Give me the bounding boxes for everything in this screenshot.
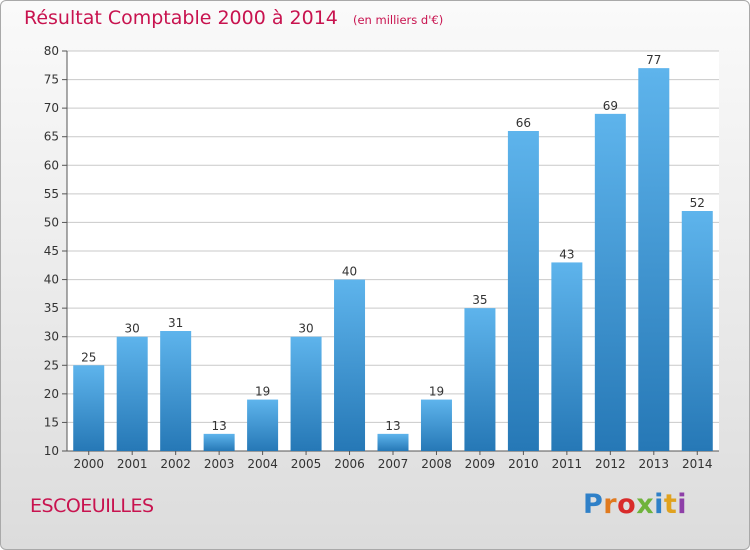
y-tick-label: 75: [44, 73, 59, 87]
y-tick-label: 15: [44, 415, 59, 429]
bar-2006: [334, 279, 366, 451]
commune-name: ESCOEUILLES: [30, 495, 154, 517]
data-label-2011: 43: [559, 247, 574, 261]
data-label-2005: 30: [298, 322, 313, 336]
y-tick-label: 45: [44, 244, 59, 258]
y-tick-label: 35: [44, 301, 59, 315]
x-tick-label-2010: 2010: [508, 457, 539, 471]
proxiti-logo: Proxiti: [583, 489, 687, 520]
chart-title: Résultat Comptable 2000 à 2014: [24, 7, 338, 29]
logo-letter: o: [617, 489, 637, 520]
logo-letter: P: [583, 489, 604, 520]
x-tick-label-2007: 2007: [378, 457, 409, 471]
logo-letter: r: [603, 489, 618, 520]
x-tick-label-2001: 2001: [117, 457, 148, 471]
bar-2012: [594, 113, 626, 451]
bar-2008: [420, 399, 452, 451]
bar-2013: [638, 68, 670, 452]
chart-subtitle: (en milliers d'€): [352, 13, 444, 27]
x-tick-label-2002: 2002: [160, 457, 191, 471]
x-tick-label-2000: 2000: [73, 457, 104, 471]
logo-letter: t: [663, 489, 678, 520]
x-tick-label-2003: 2003: [204, 457, 235, 471]
x-tick-label-2004: 2004: [247, 457, 278, 471]
y-tick-label: 70: [44, 101, 59, 115]
data-label-2004: 19: [255, 385, 270, 399]
data-label-2006: 40: [342, 265, 357, 279]
x-tick-label-2005: 2005: [291, 457, 322, 471]
bar-2001: [116, 336, 148, 451]
x-tick-label-2014: 2014: [682, 457, 713, 471]
title-row: Résultat Comptable 2000 à 2014 (en milli…: [24, 7, 443, 29]
data-label-2003: 13: [211, 419, 226, 433]
y-tick-label: 30: [44, 330, 59, 344]
data-label-2012: 69: [603, 99, 618, 113]
y-tick-label: 80: [44, 44, 59, 58]
data-label-2002: 31: [168, 316, 183, 330]
data-label-2010: 66: [516, 116, 531, 130]
data-label-2014: 52: [690, 196, 705, 210]
x-tick-label-2013: 2013: [639, 457, 670, 471]
bar-2014: [681, 211, 713, 451]
data-label-2001: 30: [125, 322, 140, 336]
data-label-2000: 25: [81, 350, 96, 364]
x-tick-label-2008: 2008: [421, 457, 452, 471]
logo-letter: x: [636, 489, 655, 520]
y-tick-label: 55: [44, 187, 59, 201]
y-tick-label: 50: [44, 215, 59, 229]
y-tick-label: 25: [44, 358, 59, 372]
bar-2000: [73, 365, 105, 451]
y-tick-label: 10: [44, 444, 59, 458]
bar-2005: [290, 336, 322, 451]
bar-2010: [507, 131, 539, 451]
bar-2011: [551, 262, 583, 451]
x-tick-label-2012: 2012: [595, 457, 626, 471]
data-label-2013: 77: [646, 53, 661, 67]
y-tick-label: 20: [44, 387, 59, 401]
bar-2004: [247, 399, 279, 451]
logo-letter: i: [654, 489, 664, 520]
bar-2003: [203, 433, 235, 451]
y-tick-label: 60: [44, 158, 59, 172]
x-tick-label-2011: 2011: [552, 457, 583, 471]
bar-2007: [377, 433, 409, 451]
x-tick-label-2006: 2006: [334, 457, 365, 471]
data-label-2009: 35: [472, 293, 487, 307]
x-tick-label-2009: 2009: [465, 457, 496, 471]
y-tick-label: 40: [44, 273, 59, 287]
bar-2009: [464, 308, 496, 451]
bar-2002: [160, 331, 192, 451]
data-label-2008: 19: [429, 385, 444, 399]
logo-letter: i: [677, 489, 688, 520]
data-label-2007: 13: [385, 419, 400, 433]
y-tick-label: 65: [44, 130, 59, 144]
